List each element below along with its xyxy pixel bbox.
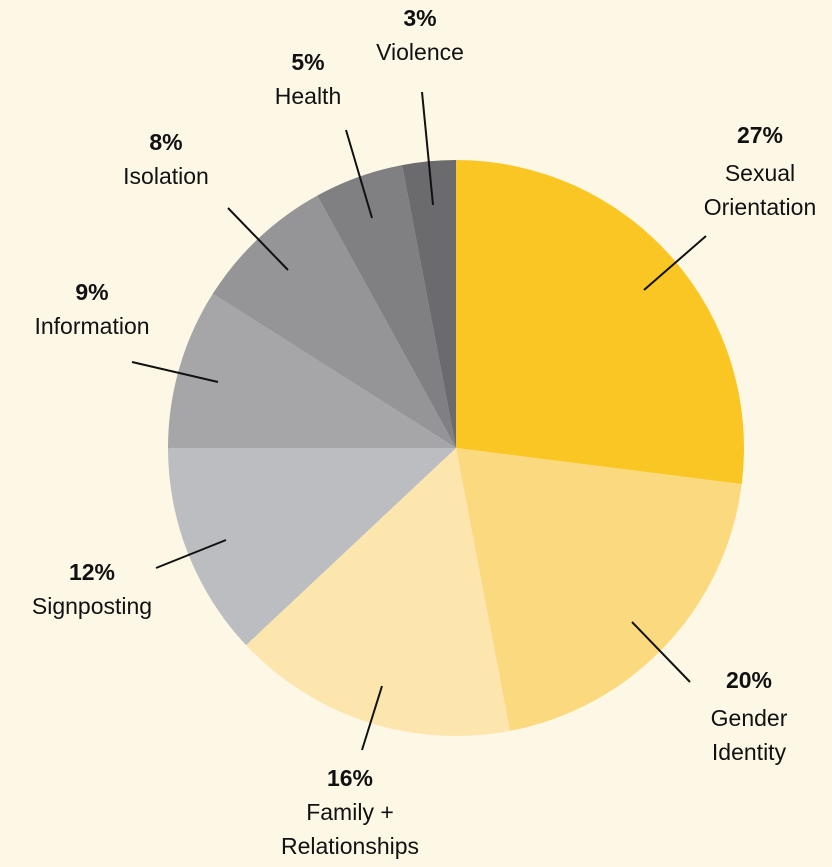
slice-label: 27% Sexual Orientation bbox=[704, 118, 817, 224]
leader-line bbox=[421, 91, 434, 206]
value-label: 9% bbox=[75, 279, 109, 305]
category-label: Signposting bbox=[31, 593, 153, 619]
slice-label: 12% Signposting bbox=[32, 555, 152, 623]
pie-slice bbox=[456, 448, 742, 731]
leader-line bbox=[345, 129, 373, 219]
leader-line bbox=[227, 207, 289, 271]
pie-slice bbox=[168, 293, 456, 448]
value-label: 5% bbox=[291, 49, 325, 75]
category-label: Sexual Orientation bbox=[703, 160, 817, 220]
value-label: 20% bbox=[725, 667, 773, 693]
pie-slice bbox=[168, 448, 456, 646]
category-label: Isolation bbox=[123, 163, 209, 189]
leader-line bbox=[643, 235, 707, 291]
category-label: Information bbox=[34, 313, 150, 339]
leader-line bbox=[361, 685, 383, 751]
value-label: 8% bbox=[149, 129, 183, 155]
pie-slice bbox=[246, 448, 510, 737]
slice-label: 3% Violence bbox=[376, 1, 464, 69]
value-label: 27% bbox=[736, 122, 784, 148]
slice-label: 8% Isolation bbox=[123, 125, 209, 193]
value-label: 3% bbox=[403, 5, 437, 31]
leader-line bbox=[131, 361, 219, 383]
category-label: Violence bbox=[376, 39, 464, 65]
category-label: Family + Relationships bbox=[280, 799, 420, 859]
pie-slice bbox=[212, 195, 456, 448]
category-label: Gender Identity bbox=[710, 705, 788, 765]
leader-line bbox=[631, 621, 691, 683]
pie-slice bbox=[456, 160, 744, 485]
leader-line bbox=[155, 539, 227, 569]
slice-label: 20% Gender Identity bbox=[711, 663, 788, 769]
slice-label: 9% Information bbox=[34, 275, 149, 343]
category-label: Health bbox=[274, 83, 342, 109]
value-label: 12% bbox=[68, 559, 116, 585]
slice-label: 5% Health bbox=[275, 45, 341, 113]
value-label: 16% bbox=[326, 765, 374, 791]
slice-label: 16% Family + Relationships bbox=[281, 761, 419, 863]
pie-slice bbox=[402, 160, 456, 448]
pie-slice bbox=[317, 165, 456, 449]
